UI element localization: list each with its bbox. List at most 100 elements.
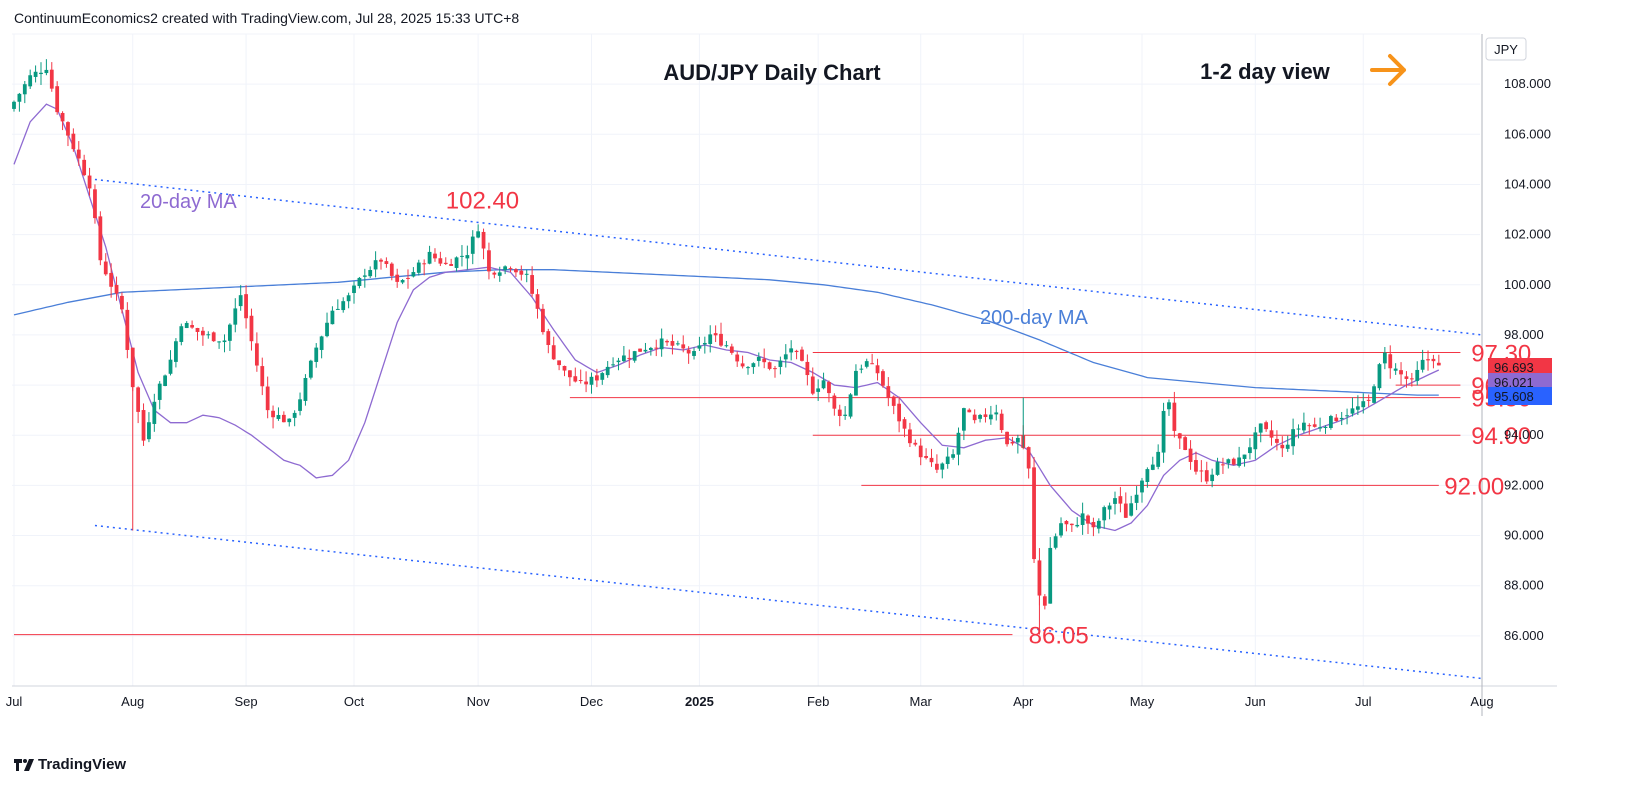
- candle-body: [1334, 417, 1339, 422]
- chart-grid: [12, 34, 1483, 686]
- candle-body: [999, 413, 1004, 431]
- candle-body: [940, 463, 945, 470]
- candle-body: [1323, 426, 1328, 428]
- candle-body: [44, 69, 49, 74]
- candle-body: [1199, 470, 1204, 472]
- x-tick-label: Jun: [1245, 694, 1266, 709]
- candle-body: [476, 231, 481, 238]
- footer-brand[interactable]: TradingView: [14, 756, 126, 773]
- candle-body: [1248, 447, 1252, 454]
- moving-averages: [13, 103, 1440, 532]
- candle-body: [1059, 523, 1063, 536]
- candle-body: [1053, 536, 1058, 548]
- candle-body: [287, 418, 292, 423]
- chart-attribution: ContinuumEconomics2 created with Trading…: [14, 10, 520, 26]
- peak-label: 102.40: [446, 188, 519, 215]
- candle-body: [1145, 469, 1150, 482]
- candle-body: [870, 363, 875, 365]
- candle-body: [530, 275, 535, 294]
- candle-body: [249, 315, 254, 342]
- candle-body: [98, 216, 103, 261]
- price-tag-label: 95.608: [1494, 389, 1534, 404]
- candle-body: [163, 375, 168, 386]
- candle-body: [335, 308, 340, 310]
- candle-body: [875, 365, 880, 374]
- support-resistance-levels: [14, 351, 1461, 636]
- price-tag-label: 96.021: [1494, 375, 1534, 390]
- candle-body: [794, 350, 799, 353]
- candle-body: [1355, 406, 1360, 410]
- candle-body: [1382, 352, 1387, 364]
- candle-body: [487, 250, 491, 272]
- candle-body: [783, 354, 788, 360]
- candle-body: [1102, 507, 1107, 521]
- candle-body: [719, 333, 723, 346]
- candle-body: [956, 432, 961, 455]
- candle-body: [1318, 427, 1322, 429]
- candle-body: [1042, 596, 1047, 606]
- x-tick-label: Jul: [1355, 694, 1372, 709]
- candle-body: [1177, 433, 1182, 439]
- candle-body: [233, 308, 238, 325]
- candle-body: [1075, 524, 1080, 527]
- candle-body: [1388, 354, 1393, 369]
- candle-body: [1350, 408, 1355, 414]
- candle-body: [1129, 503, 1134, 516]
- candle-body: [654, 347, 659, 349]
- candle-body: [141, 410, 146, 441]
- trendline-lower: [94, 524, 1483, 680]
- candle-body: [859, 368, 864, 370]
- candle-body: [17, 93, 22, 102]
- candle-body: [1194, 460, 1198, 472]
- candle-body: [891, 396, 896, 406]
- candle-body: [416, 262, 421, 273]
- candle-body: [584, 381, 588, 385]
- candle-body: [816, 388, 821, 392]
- candle-body: [1161, 410, 1166, 453]
- price-tag: [1488, 358, 1552, 376]
- candle-body: [1253, 432, 1258, 450]
- candle-body: [1426, 359, 1430, 361]
- candle-body: [659, 338, 664, 350]
- candle-body: [49, 69, 54, 89]
- candle-body: [1404, 376, 1409, 379]
- candle-body: [411, 272, 416, 277]
- candle-body: [395, 274, 400, 282]
- y-tick-label: 94.000: [1504, 427, 1544, 442]
- candle-body: [481, 231, 486, 249]
- candle-body: [881, 371, 885, 386]
- candle-body: [460, 255, 464, 257]
- candle-body: [918, 445, 923, 458]
- ma200-line: [13, 269, 1439, 396]
- candle-body: [821, 380, 826, 389]
- arrow-shape: [1370, 54, 1406, 86]
- x-tick-label: Dec: [580, 694, 604, 709]
- candle-body: [114, 284, 119, 294]
- y-tick-label: 102.000: [1504, 227, 1551, 242]
- candle-body: [681, 344, 686, 349]
- candle-body: [319, 336, 324, 350]
- candle-body: [1226, 459, 1231, 464]
- x-tick-label: Sep: [235, 694, 258, 709]
- channel-trendlines: [94, 178, 1483, 680]
- candle-body: [756, 357, 761, 361]
- candle-body: [93, 189, 97, 219]
- candle-body: [848, 394, 853, 417]
- candle-body: [39, 72, 43, 75]
- candle-body: [1280, 444, 1285, 449]
- candle-body: [22, 84, 27, 95]
- candle-body: [1064, 521, 1069, 525]
- candle-body: [1183, 437, 1188, 450]
- candle-body: [238, 295, 243, 307]
- candle-body: [281, 414, 286, 423]
- candle-body: [427, 251, 432, 264]
- candle-body: [1010, 441, 1015, 444]
- candle-body: [1048, 547, 1053, 604]
- candle-body: [951, 454, 955, 458]
- y-tick-label: 92.000: [1504, 477, 1544, 492]
- candle-body: [1140, 480, 1144, 493]
- candle-body: [201, 330, 205, 336]
- candle-body: [125, 309, 130, 350]
- level-label: 94.00: [1471, 423, 1531, 450]
